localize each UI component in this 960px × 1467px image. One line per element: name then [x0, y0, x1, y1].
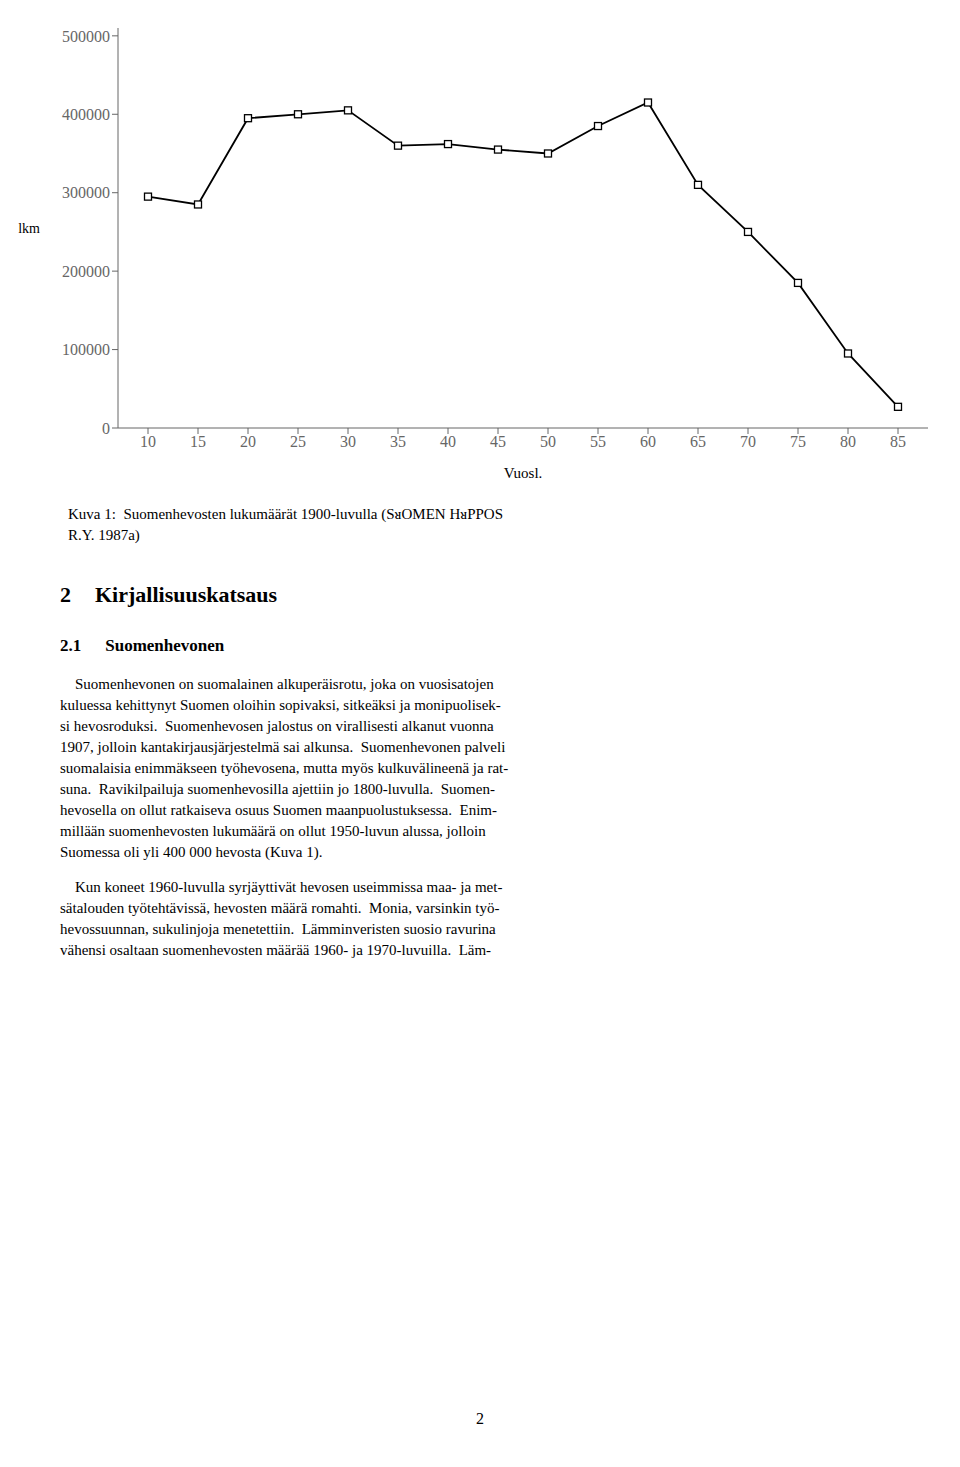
- svg-text:70: 70: [740, 433, 756, 450]
- html-text:vähensi osaltaan suomenhevoste: vähensi osaltaan suomenhevosten määrää 1…: [60, 942, 492, 958]
- svg-text:500000: 500000: [62, 28, 110, 45]
- html-text:1907, jolloin kantakirjausjärj: 1907, jolloin kantakirjausjärjestelmä sa…: [60, 739, 506, 755]
- svg-text:15: 15: [190, 433, 206, 450]
- html-text:suomalaisia enimmäkseen työhev: suomalaisia enimmäkseen työhevosena, mut…: [60, 760, 509, 776]
- svg-text:80: 80: [840, 433, 856, 450]
- svg-text:100000: 100000: [62, 341, 110, 358]
- svg-text:30: 30: [340, 433, 356, 450]
- html-text:Kuva 1: Suomenhevosten lukumää: Kuva 1: Suomenhevosten lukumäärät 1900-l…: [68, 506, 503, 522]
- svg-text:20: 20: [240, 433, 256, 450]
- html-text:si hevosroduksi. Suomenhevosen: si hevosroduksi. Suomenhevosen jalostus …: [60, 718, 494, 734]
- svg-text:Vuosl.: Vuosl.: [504, 465, 543, 481]
- svg-text:10: 10: [140, 433, 156, 450]
- html-text:hevosella on ollut ratkaiseva: hevosella on ollut ratkaiseva osuus Suom…: [60, 802, 497, 818]
- svg-text:55: 55: [590, 433, 606, 450]
- svg-text:0: 0: [102, 420, 110, 437]
- svg-text:45: 45: [490, 433, 506, 450]
- html-text:sätalouden työtehtävissä, hevo: sätalouden työtehtävissä, hevosten määrä…: [60, 900, 500, 916]
- html-text:hevossuunnan, sukulinjoja mene: hevossuunnan, sukulinjoja menetettiin. L…: [60, 921, 496, 937]
- svg-text:300000: 300000: [62, 184, 110, 201]
- svg-text:65: 65: [690, 433, 706, 450]
- html-text:Kirjallisuuskatsaus: Kirjallisuuskatsaus: [95, 582, 278, 607]
- html-text:Kun koneet 1960-luvulla syrjäy: Kun koneet 1960-luvulla syrjäyttivät hev…: [60, 879, 503, 895]
- html-text:Suomenhevonen on suomalainen a: Suomenhevonen on suomalainen alkuperäisr…: [60, 676, 494, 692]
- svg-text:400000: 400000: [62, 106, 110, 123]
- html-text:suna. Ravikilpailuja suomenhev: suna. Ravikilpailuja suomenhevosilla aje…: [60, 781, 495, 797]
- svg-text:85: 85: [890, 433, 906, 450]
- html-text:2.1: 2.1: [60, 636, 82, 655]
- html-text:Suomenhevonen: Suomenhevonen: [105, 636, 225, 655]
- html-text:kuluessa kehittynyt Suomen olo: kuluessa kehittynyt Suomen oloihin sopiv…: [60, 697, 501, 713]
- svg-text:50: 50: [540, 433, 556, 450]
- html-text:Suomessa oli yli 400 000 hevos: Suomessa oli yli 400 000 hevosta (Kuva 1…: [60, 844, 323, 860]
- html-text:R.Y. 1987a): R.Y. 1987a): [68, 527, 140, 543]
- svg-text:200000: 200000: [62, 263, 110, 280]
- svg-text:60: 60: [640, 433, 656, 450]
- html-text:2: 2: [476, 1410, 484, 1427]
- svg-text:75: 75: [790, 433, 806, 450]
- svg-text:lkm: lkm: [18, 221, 40, 236]
- svg-text:40: 40: [440, 433, 456, 450]
- svg-text:25: 25: [290, 433, 306, 450]
- html-text:2: 2: [60, 582, 71, 607]
- svg-text:35: 35: [390, 433, 406, 450]
- html-text:millään suomenhevosten lukumää: millään suomenhevosten lukumäärä on ollu…: [60, 823, 486, 839]
